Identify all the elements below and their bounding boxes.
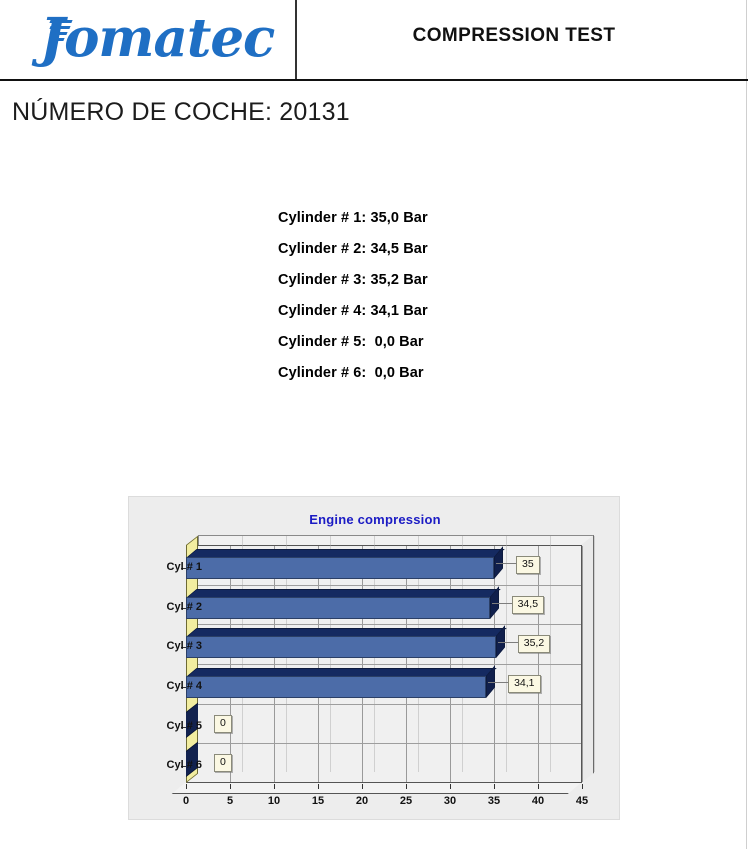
category-tick bbox=[181, 568, 186, 569]
x-axis-label: 15 bbox=[311, 795, 325, 807]
gridline-horizontal bbox=[187, 664, 581, 665]
x-axis-label: 40 bbox=[531, 795, 545, 807]
list-item: Cylinder # 1: 35,0 Bar bbox=[278, 210, 428, 226]
bar-front-face bbox=[186, 675, 487, 698]
category-label: Cyl # 2 bbox=[166, 601, 202, 613]
gridline-horizontal bbox=[187, 584, 581, 586]
x-axis-tick bbox=[450, 784, 451, 789]
category-label: Cyl # 5 bbox=[166, 720, 202, 732]
list-item: Cylinder # 3: 35,2 Bar bbox=[278, 272, 428, 288]
category-tick bbox=[181, 608, 186, 609]
data-label-leader bbox=[497, 642, 518, 643]
bar-front-face bbox=[186, 556, 494, 579]
category-tick bbox=[181, 647, 186, 648]
cylinder-readings-list: Cylinder # 1: 35,0 Bar Cylinder # 2: 34,… bbox=[278, 203, 538, 389]
x-axis-tick bbox=[186, 784, 187, 789]
x-axis-tick bbox=[582, 784, 583, 789]
logo-wordmark: Jomatec bbox=[40, 7, 275, 69]
header-title-cell: COMPRESSION TEST bbox=[299, 0, 748, 79]
list-item: Cylinder # 4: 34,1 Bar bbox=[278, 303, 428, 319]
chart-plot-area: Cyl # 1 Cyl # 2 Cyl # 3 Cyl # 4 Cyl # 5 Cyl #… bbox=[167, 534, 606, 807]
bar-front-face bbox=[186, 596, 490, 619]
data-label-leader bbox=[496, 563, 516, 564]
gridline-horizontal bbox=[187, 703, 581, 705]
speed-lines-icon bbox=[49, 20, 76, 42]
x-axis-label: 20 bbox=[355, 795, 369, 807]
gridline-horizontal bbox=[187, 624, 581, 626]
data-label: 34,5 bbox=[511, 596, 545, 614]
data-label: 35 bbox=[516, 556, 540, 574]
category-tick bbox=[181, 766, 186, 767]
chart-title: Engine compression bbox=[309, 512, 441, 527]
data-label: 0 bbox=[214, 715, 232, 733]
data-label: 34,1 bbox=[508, 675, 541, 693]
x-axis-label: 25 bbox=[399, 795, 413, 807]
x-axis-tick bbox=[538, 784, 539, 789]
report-header: Jomatec COMPRESSION TEST bbox=[0, 0, 748, 81]
car-number-line: NÚMERO DE COCHE: 20131 bbox=[12, 98, 350, 126]
x-axis-tick bbox=[274, 784, 275, 789]
gridline-vertical bbox=[582, 546, 583, 782]
gridline-horizontal bbox=[187, 743, 581, 745]
x-axis-label: 45 bbox=[575, 795, 589, 807]
category-label: Cyl # 3 bbox=[166, 640, 202, 652]
data-label: 0 bbox=[214, 754, 232, 772]
x-axis-label: 10 bbox=[267, 795, 281, 807]
company-logo: Jomatec bbox=[22, 6, 292, 70]
x-axis-tick bbox=[318, 784, 319, 789]
gridline-vertical-depth bbox=[550, 536, 551, 772]
x-axis-tick bbox=[362, 784, 363, 789]
category-label: Cyl # 4 bbox=[166, 680, 202, 692]
gridline-vertical-depth bbox=[594, 536, 595, 772]
x-axis-label: 0 bbox=[182, 795, 190, 807]
x-axis-tick bbox=[494, 784, 495, 789]
x-axis-label: 5 bbox=[226, 795, 234, 807]
engine-compression-chart: Engine compression Cyl # 1 Cyl # 2 Cyl # 3… bbox=[128, 496, 620, 820]
data-label: 35,2 bbox=[517, 635, 551, 653]
x-axis-tick bbox=[406, 784, 407, 789]
x-axis-tick bbox=[230, 784, 231, 789]
data-label-leader bbox=[491, 603, 512, 604]
category-label: Cyl # 6 bbox=[166, 759, 202, 771]
x-axis-label: 30 bbox=[443, 795, 457, 807]
x-axis-label: 35 bbox=[487, 795, 501, 807]
header-logo-cell: Jomatec bbox=[0, 0, 297, 79]
category-label: Cyl # 1 bbox=[166, 561, 202, 573]
data-label-leader bbox=[488, 682, 509, 683]
gridline-vertical-depth bbox=[506, 536, 507, 772]
list-item: Cylinder # 5: 0,0 Bar bbox=[278, 334, 424, 350]
category-tick bbox=[181, 687, 186, 688]
list-item: Cylinder # 6: 0,0 Bar bbox=[278, 365, 424, 381]
plot-bottom-depth bbox=[171, 782, 582, 794]
list-item: Cylinder # 2: 34,5 Bar bbox=[278, 241, 428, 257]
category-tick bbox=[181, 727, 186, 728]
page-title: COMPRESSION TEST bbox=[412, 25, 616, 46]
bar-front-face bbox=[186, 636, 496, 659]
